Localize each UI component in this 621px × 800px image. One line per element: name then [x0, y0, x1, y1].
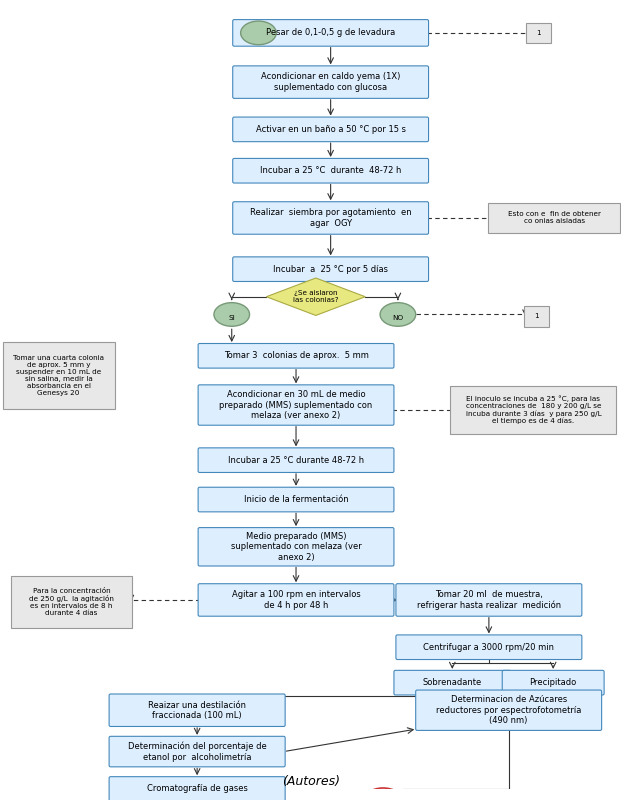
Ellipse shape — [214, 302, 250, 326]
FancyBboxPatch shape — [198, 584, 394, 616]
Text: Cromatografía de gases: Cromatografía de gases — [147, 785, 248, 794]
FancyBboxPatch shape — [109, 777, 285, 800]
FancyBboxPatch shape — [526, 22, 551, 43]
FancyBboxPatch shape — [109, 694, 285, 726]
Text: Incubar a 25 °C durante 48-72 h: Incubar a 25 °C durante 48-72 h — [228, 456, 364, 465]
FancyBboxPatch shape — [198, 528, 394, 566]
Polygon shape — [266, 278, 365, 315]
Text: Incubar a 25 °C  durante  48-72 h: Incubar a 25 °C durante 48-72 h — [260, 166, 401, 175]
Text: El inoculo se incuba a 25 °C, para las
concentraciones de  180 y 200 g/L se
incu: El inoculo se incuba a 25 °C, para las c… — [466, 395, 601, 425]
Text: SI: SI — [229, 315, 235, 322]
Text: Centrifugar a 3000 rpm/20 min: Centrifugar a 3000 rpm/20 min — [424, 642, 555, 652]
Text: Incubar  a  25 °C por 5 días: Incubar a 25 °C por 5 días — [273, 265, 388, 274]
FancyBboxPatch shape — [233, 158, 428, 183]
Text: ¿Se aislaron
las colonias?: ¿Se aislaron las colonias? — [293, 290, 338, 303]
FancyBboxPatch shape — [450, 386, 617, 434]
Text: Realizar  siembra por agotamiento  en
agar  OGY: Realizar siembra por agotamiento en agar… — [250, 208, 412, 228]
Text: Determinacion de Azúcares
reductores por espectrofotometría
(490 nm): Determinacion de Azúcares reductores por… — [436, 695, 581, 725]
FancyBboxPatch shape — [233, 20, 428, 46]
Text: Medio preparado (MMS)
suplementado con melaza (ver
anexo 2): Medio preparado (MMS) suplementado con m… — [230, 532, 361, 562]
Text: Tomar 20 ml  de muestra,
refrigerar hasta realizar  medición: Tomar 20 ml de muestra, refrigerar hasta… — [417, 590, 561, 610]
Text: Acondicionar en 30 mL de medio
preparado (MMS) suplementado con
melaza (ver anex: Acondicionar en 30 mL de medio preparado… — [219, 390, 373, 420]
Text: Acondicionar en caldo yema (1X)
suplementado con glucosa: Acondicionar en caldo yema (1X) suplemen… — [261, 73, 401, 92]
Text: Pesar de 0,1-0,5 g de levadura: Pesar de 0,1-0,5 g de levadura — [266, 28, 396, 38]
Text: (Autores): (Autores) — [283, 774, 340, 788]
Text: Tomar 3  colonias de aprox.  5 mm: Tomar 3 colonias de aprox. 5 mm — [224, 351, 368, 360]
FancyBboxPatch shape — [11, 576, 132, 628]
Text: Activar en un baño a 50 °C por 15 s: Activar en un baño a 50 °C por 15 s — [256, 125, 406, 134]
Text: Para la concentración
de 250 g/L  la agitación
es en intervalos de 8 h
durante 4: Para la concentración de 250 g/L la agit… — [29, 588, 114, 616]
Text: 1: 1 — [536, 30, 541, 36]
FancyBboxPatch shape — [524, 306, 549, 326]
FancyBboxPatch shape — [233, 66, 428, 98]
FancyBboxPatch shape — [2, 342, 114, 409]
FancyBboxPatch shape — [198, 385, 394, 426]
Ellipse shape — [380, 302, 415, 326]
Text: Reaizar una destilación
fraccionada (100 mL): Reaizar una destilación fraccionada (100… — [148, 701, 246, 720]
FancyBboxPatch shape — [396, 584, 582, 616]
FancyBboxPatch shape — [394, 670, 510, 695]
FancyBboxPatch shape — [488, 202, 620, 234]
Text: Agitar a 100 rpm en intervalos
de 4 h por 48 h: Agitar a 100 rpm en intervalos de 4 h po… — [232, 590, 360, 610]
Text: NO: NO — [392, 315, 404, 322]
Text: Esto con e  fin de obtener
co onias aisladas: Esto con e fin de obtener co onias aisla… — [507, 211, 601, 225]
FancyBboxPatch shape — [233, 257, 428, 282]
Text: Determinación del porcentaje de
etanol por  alcoholimetría: Determinación del porcentaje de etanol p… — [128, 742, 266, 762]
Text: Sobrenadante: Sobrenadante — [423, 678, 482, 687]
FancyBboxPatch shape — [502, 670, 604, 695]
FancyBboxPatch shape — [396, 635, 582, 659]
FancyBboxPatch shape — [415, 690, 602, 730]
FancyBboxPatch shape — [198, 343, 394, 368]
Ellipse shape — [363, 788, 403, 800]
FancyBboxPatch shape — [233, 202, 428, 234]
FancyBboxPatch shape — [198, 448, 394, 473]
FancyBboxPatch shape — [198, 487, 394, 512]
Text: Inicio de la fermentación: Inicio de la fermentación — [243, 495, 348, 504]
Text: Precipitado: Precipitado — [530, 678, 577, 687]
Ellipse shape — [241, 21, 276, 45]
Text: 1: 1 — [534, 314, 538, 319]
FancyBboxPatch shape — [233, 117, 428, 142]
Text: Tomar una cuarta colonia
de aprox. 5 mm y
suspender en 10 mL de
sin salina, medi: Tomar una cuarta colonia de aprox. 5 mm … — [13, 355, 104, 396]
FancyBboxPatch shape — [109, 736, 285, 767]
